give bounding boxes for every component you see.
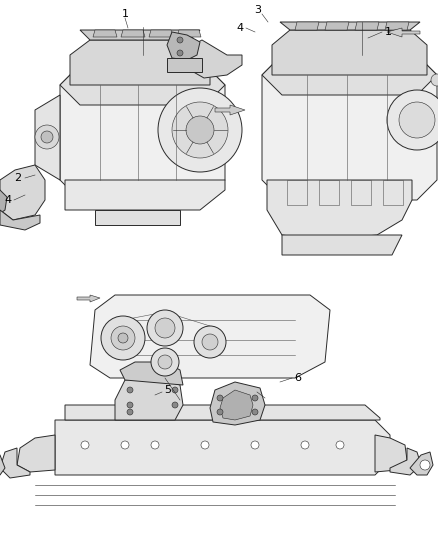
Circle shape (35, 125, 59, 149)
Circle shape (118, 333, 128, 343)
Circle shape (172, 387, 178, 393)
Circle shape (194, 326, 226, 358)
Polygon shape (262, 55, 437, 95)
Polygon shape (295, 22, 319, 30)
Circle shape (158, 355, 172, 369)
Circle shape (399, 102, 435, 138)
Circle shape (172, 402, 178, 408)
Circle shape (301, 441, 309, 449)
Circle shape (158, 88, 242, 172)
Circle shape (81, 441, 89, 449)
Text: 3: 3 (254, 5, 261, 15)
Polygon shape (65, 405, 380, 420)
Polygon shape (115, 378, 183, 420)
Polygon shape (93, 30, 117, 37)
Circle shape (336, 441, 344, 449)
Polygon shape (210, 382, 265, 425)
Polygon shape (355, 22, 379, 30)
Polygon shape (220, 390, 253, 420)
Polygon shape (267, 180, 412, 240)
Circle shape (420, 460, 430, 470)
Polygon shape (215, 105, 245, 115)
Polygon shape (121, 30, 145, 37)
Polygon shape (0, 165, 45, 220)
Text: 1: 1 (121, 9, 128, 19)
Text: 2: 2 (14, 173, 21, 183)
Polygon shape (410, 452, 433, 475)
Circle shape (252, 395, 258, 401)
Circle shape (172, 102, 228, 158)
Circle shape (121, 441, 129, 449)
Polygon shape (375, 435, 407, 472)
Polygon shape (0, 452, 5, 475)
Polygon shape (0, 448, 30, 478)
Polygon shape (70, 40, 210, 85)
Circle shape (147, 310, 183, 346)
Circle shape (217, 409, 223, 415)
Circle shape (387, 90, 438, 150)
Text: 1: 1 (385, 27, 392, 37)
Circle shape (151, 441, 159, 449)
Polygon shape (280, 22, 420, 30)
Circle shape (151, 348, 179, 376)
Polygon shape (385, 22, 409, 30)
Text: 6: 6 (294, 373, 301, 383)
Text: 4: 4 (237, 23, 244, 33)
Circle shape (41, 131, 53, 143)
Circle shape (202, 334, 218, 350)
Polygon shape (95, 210, 180, 225)
Polygon shape (262, 55, 437, 200)
Polygon shape (167, 32, 200, 60)
Circle shape (101, 316, 145, 360)
Polygon shape (387, 28, 420, 37)
Polygon shape (60, 65, 225, 105)
Circle shape (177, 37, 183, 43)
Polygon shape (55, 420, 390, 475)
Polygon shape (90, 295, 330, 378)
Polygon shape (60, 65, 225, 200)
Polygon shape (177, 30, 201, 37)
Circle shape (111, 326, 135, 350)
Text: 5: 5 (165, 385, 172, 395)
Circle shape (431, 74, 438, 86)
Circle shape (127, 409, 133, 415)
Circle shape (127, 387, 133, 393)
Polygon shape (17, 435, 55, 472)
Text: 4: 4 (4, 195, 11, 205)
Polygon shape (272, 30, 427, 75)
Polygon shape (0, 187, 7, 217)
Polygon shape (149, 30, 173, 37)
Polygon shape (120, 362, 183, 385)
Circle shape (177, 50, 183, 56)
Polygon shape (390, 448, 421, 475)
Polygon shape (65, 180, 225, 210)
Circle shape (252, 409, 258, 415)
Polygon shape (0, 210, 40, 230)
Polygon shape (187, 40, 242, 78)
Polygon shape (282, 235, 402, 255)
Circle shape (217, 395, 223, 401)
Circle shape (155, 318, 175, 338)
Polygon shape (77, 295, 100, 302)
Circle shape (127, 402, 133, 408)
Circle shape (201, 441, 209, 449)
Polygon shape (167, 58, 202, 72)
Polygon shape (80, 30, 200, 40)
Polygon shape (35, 95, 60, 180)
Polygon shape (325, 22, 349, 30)
Circle shape (251, 441, 259, 449)
Circle shape (186, 116, 214, 144)
